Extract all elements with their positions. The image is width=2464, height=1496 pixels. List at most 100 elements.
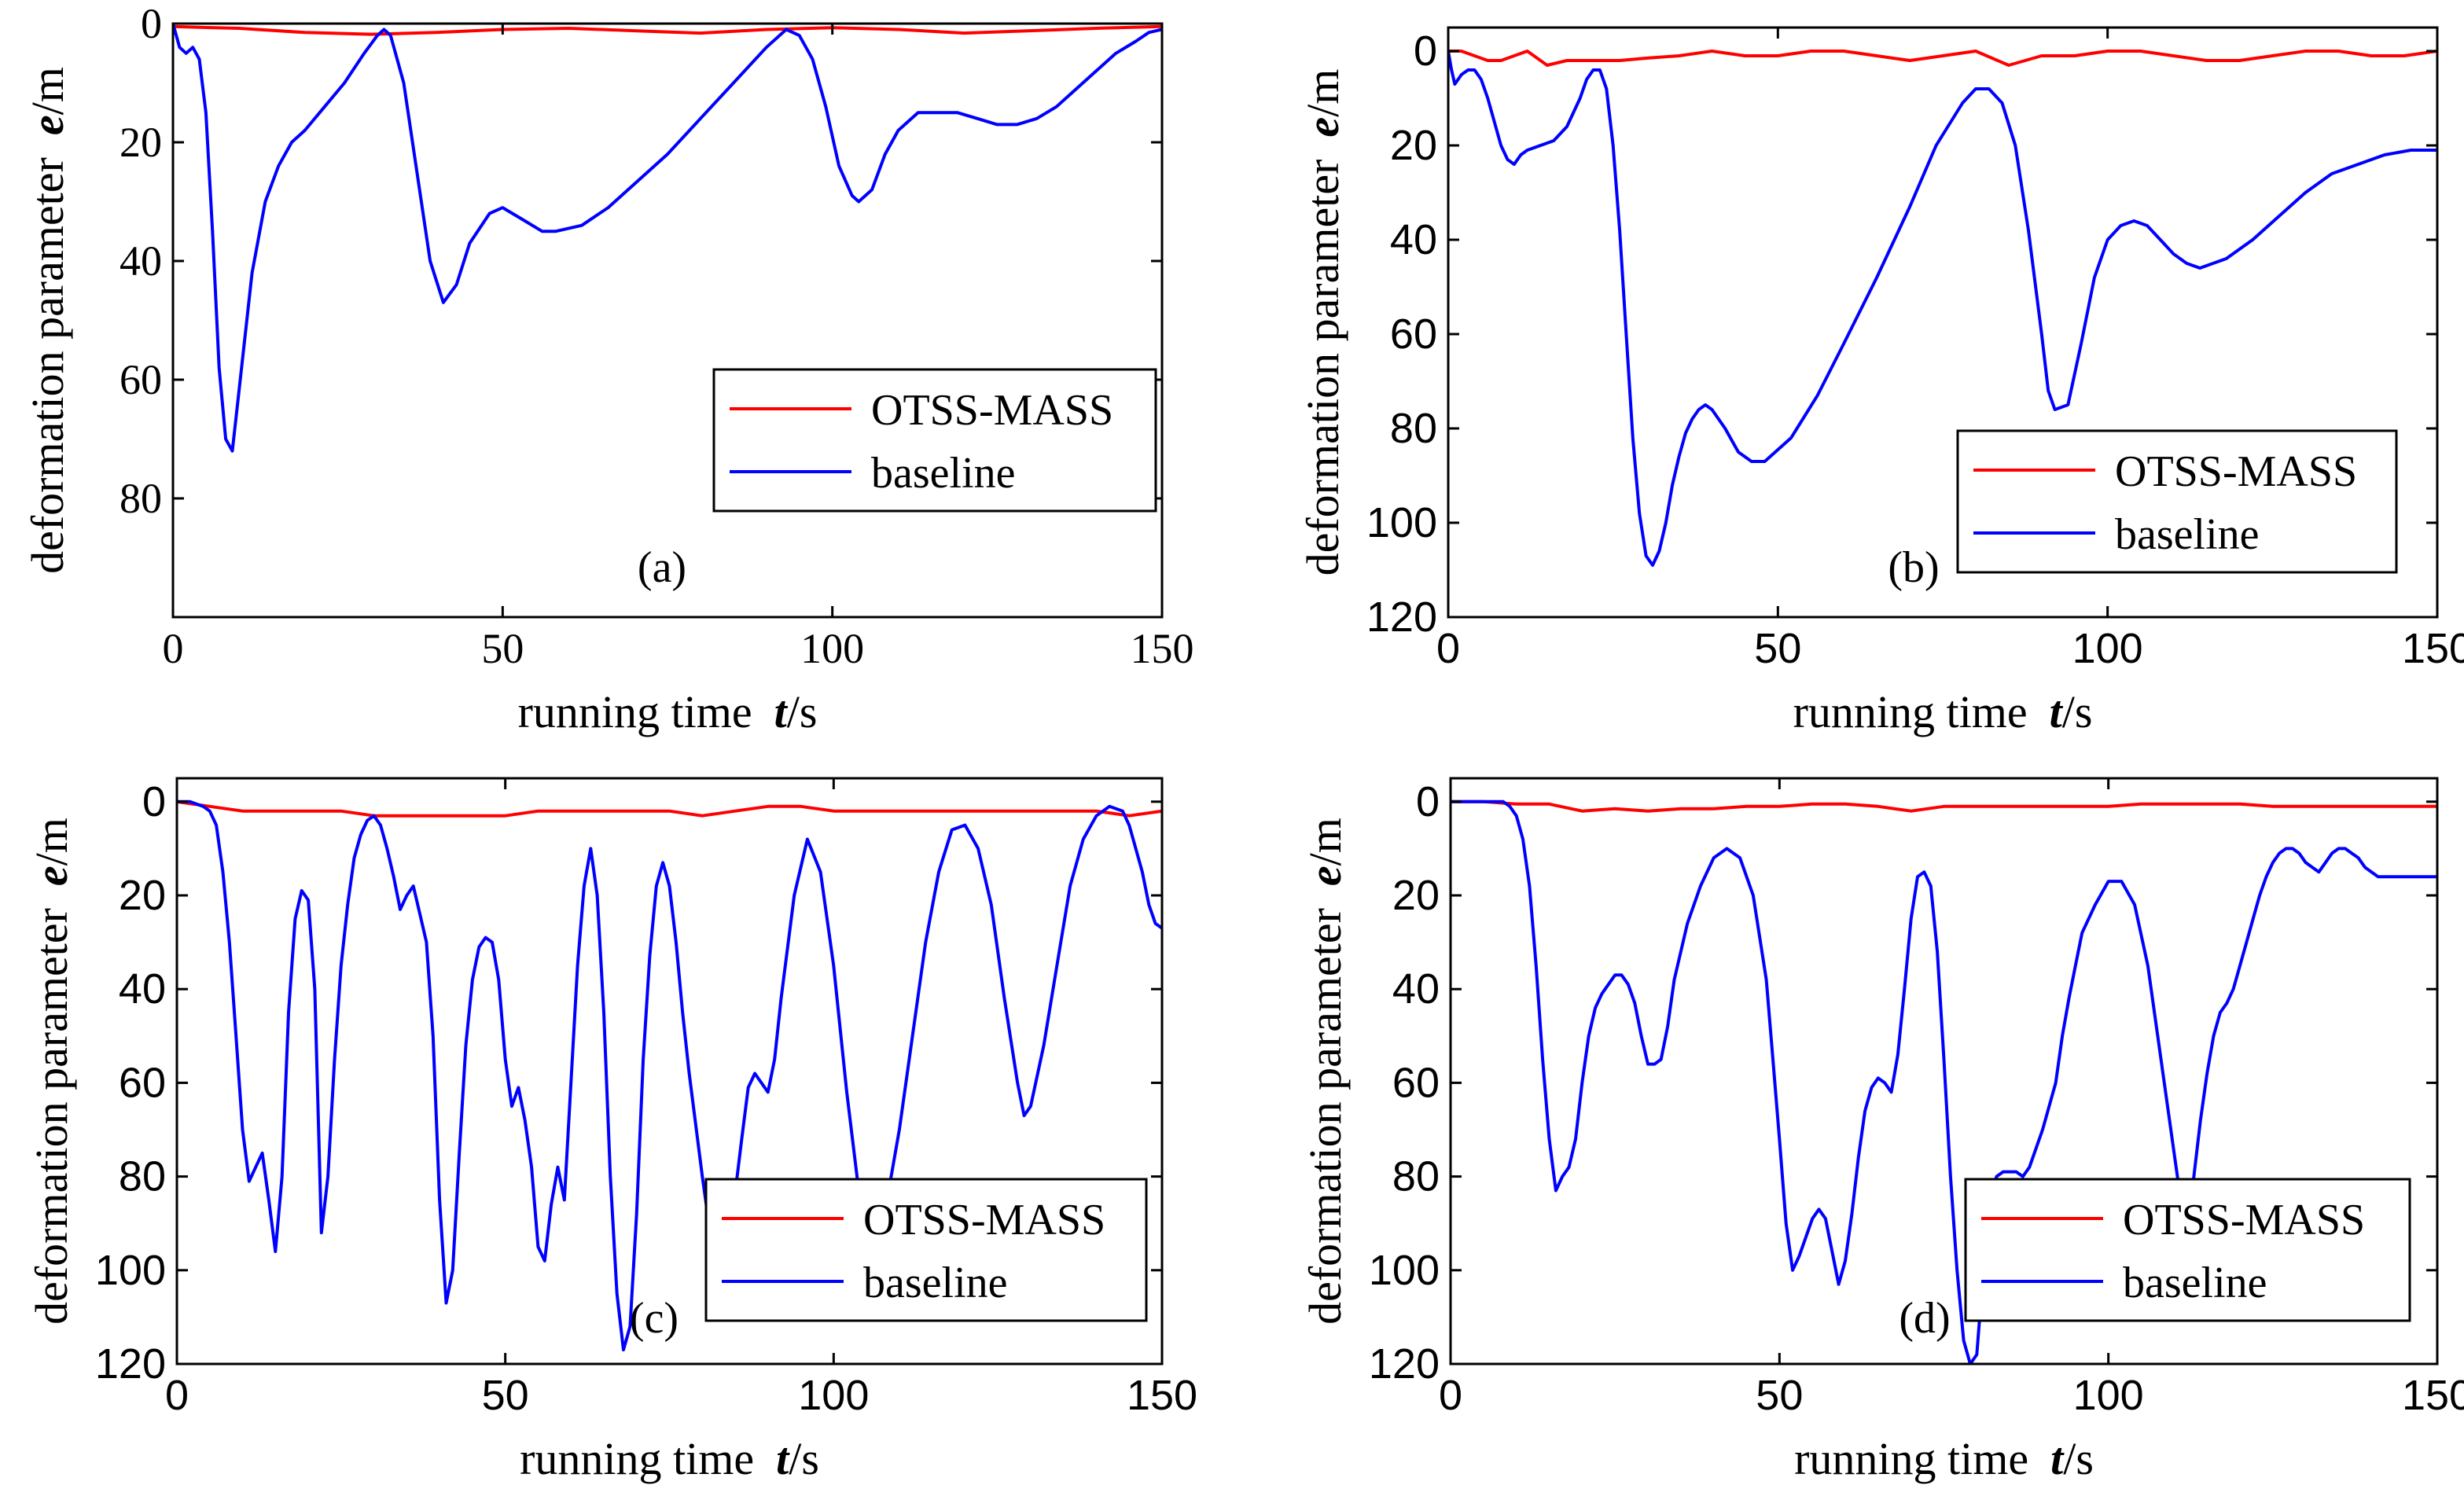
x-tick-label: 0 [165, 1372, 189, 1419]
y-tick-label: 40 [120, 237, 162, 285]
x-axis-unit: /s [2062, 686, 2093, 737]
legend-d: OTSS-MASS baseline [1964, 1178, 2411, 1322]
x-axis-label-text: running time [518, 686, 752, 737]
x-axis-unit: /s [789, 1433, 819, 1484]
x-tick-label: 50 [1756, 1372, 1803, 1419]
y-tick-label: 100 [95, 1247, 166, 1294]
x-axis-label: running time t/s [518, 686, 818, 737]
legend-box [712, 368, 1157, 513]
legend-label-baseline: baseline [2115, 510, 2259, 559]
y-tick-label: 40 [1390, 216, 1437, 263]
y-axis-label-text: deformation parameter [1297, 160, 1348, 576]
x-tick-label: 50 [482, 1372, 529, 1419]
legend-box [1956, 429, 2398, 574]
x-axis-unit: /s [787, 686, 818, 737]
x-tick-label: 100 [800, 625, 864, 672]
panel-label: (d) [1899, 1294, 1950, 1343]
x-axis-label: running time t/s [1793, 686, 2093, 737]
x-axis-symbol: t [774, 686, 789, 737]
x-tick-label: 150 [1131, 625, 1194, 672]
y-axis-unit: /m [26, 818, 77, 866]
plot-frame-c [175, 777, 1164, 1366]
x-tick-label: 150 [2402, 625, 2464, 672]
y-tick-label: 80 [119, 1153, 166, 1200]
y-tick-label: 80 [120, 475, 162, 522]
x-tick-label: 100 [798, 1372, 869, 1419]
y-tick-label: 120 [95, 1340, 166, 1388]
legend-label-baseline: baseline [871, 449, 1015, 498]
y-tick-label: 0 [1414, 28, 1437, 75]
x-tick-label: 0 [1436, 625, 1460, 672]
y-tick-label: 0 [1416, 778, 1440, 825]
y-tick-label: 80 [1390, 405, 1437, 452]
legend-label-otss-mass: OTSS-MASS [2115, 447, 2357, 496]
legend-a: OTSS-MASS baseline [712, 368, 1157, 513]
plot-frame-d [1449, 777, 2439, 1366]
series-line-otss-mass-d [1451, 799, 2437, 813]
y-axis-symbol: e [1300, 866, 1351, 886]
y-tick-label: 20 [119, 872, 166, 919]
x-axis-label-text: running time [1794, 1433, 2028, 1484]
y-tick-label: 0 [142, 778, 166, 825]
x-axis-label-text: running time [1793, 686, 2028, 737]
series-line-baseline-c [177, 799, 1162, 1352]
y-axis-symbol: e [1297, 117, 1348, 138]
series-line-baseline-b [1448, 50, 2437, 567]
series-line-otss-mass-c [177, 799, 1162, 818]
y-tick-label: 80 [1392, 1153, 1440, 1200]
legend-c: OTSS-MASS baseline [704, 1178, 1148, 1322]
y-axis-label: deformation parameter e/m [1300, 818, 1351, 1325]
y-axis-label: deformation parameter e/m [1297, 69, 1348, 576]
y-axis-label-text: deformation parameter [22, 157, 73, 574]
y-tick-label: 100 [1369, 1247, 1440, 1294]
x-tick-label: 100 [2073, 1372, 2144, 1419]
series-line-baseline-d [1451, 799, 2437, 1364]
y-tick-label: 20 [120, 119, 162, 166]
y-axis-label: deformation parameter e/m [26, 818, 77, 1325]
y-tick-label: 40 [119, 965, 166, 1013]
x-axis-label: running time t/s [520, 1433, 819, 1484]
x-tick-label: 50 [1754, 625, 1801, 672]
y-tick-label: 60 [1390, 311, 1437, 358]
y-axis-label: deformation parameter e/m [22, 67, 73, 574]
y-axis-unit: /m [22, 67, 73, 115]
chart-panel-c: 0 50 100 150 0 20 40 60 80 100 120 running time t/s d… [26, 777, 1197, 1484]
x-axis-label: running time t/s [1794, 1433, 2094, 1484]
legend-label-baseline: baseline [2123, 1259, 2267, 1307]
x-axis-symbol: t [776, 1433, 790, 1484]
y-tick-label: 20 [1392, 872, 1440, 919]
y-axis-unit: /m [1297, 69, 1348, 117]
x-tick-label: 150 [1127, 1372, 1197, 1419]
y-tick-label: 120 [1369, 1340, 1440, 1388]
x-tick-label: 0 [1439, 1372, 1462, 1419]
plot-frame-a [171, 22, 1164, 619]
panel-label: (a) [638, 543, 686, 592]
y-tick-label: 40 [1392, 965, 1440, 1013]
x-axis-label-text: running time [520, 1433, 754, 1484]
legend-label-otss-mass: OTSS-MASS [2123, 1196, 2365, 1244]
y-tick-label: 20 [1390, 122, 1437, 169]
x-tick-label: 100 [2072, 625, 2143, 672]
y-axis-symbol: e [26, 866, 77, 886]
panel-label: (c) [630, 1294, 679, 1343]
legend-box [1964, 1178, 2411, 1322]
x-tick-label: 0 [163, 625, 184, 672]
y-tick-label: 60 [119, 1059, 166, 1106]
chart-panel-d: 0 50 100 150 0 20 40 60 80 100 120 running time t/s d… [1300, 777, 2464, 1484]
series-line-otss-mass-a [173, 24, 1162, 36]
legend-b: OTSS-MASS baseline [1956, 429, 2398, 574]
y-tick-label: 100 [1366, 499, 1437, 546]
y-axis-label-text: deformation parameter [1300, 908, 1351, 1325]
legend-label-otss-mass: OTSS-MASS [871, 386, 1113, 435]
chart-panel-a: 0 50 100 150 0 20 40 60 80 running time t/s deforma… [22, 0, 1194, 737]
x-axis-unit: /s [2063, 1433, 2094, 1484]
y-tick-label: 0 [141, 0, 162, 47]
x-axis-symbol: t [2050, 1433, 2065, 1484]
x-axis-symbol: t [2050, 686, 2064, 737]
series-line-otss-mass-b [1448, 50, 2437, 67]
legend-label-otss-mass: OTSS-MASS [863, 1196, 1105, 1244]
y-axis-symbol: e [22, 115, 73, 135]
y-tick-label: 60 [120, 356, 162, 403]
legend-box [704, 1178, 1148, 1322]
y-axis-label-text: deformation parameter [26, 908, 77, 1325]
